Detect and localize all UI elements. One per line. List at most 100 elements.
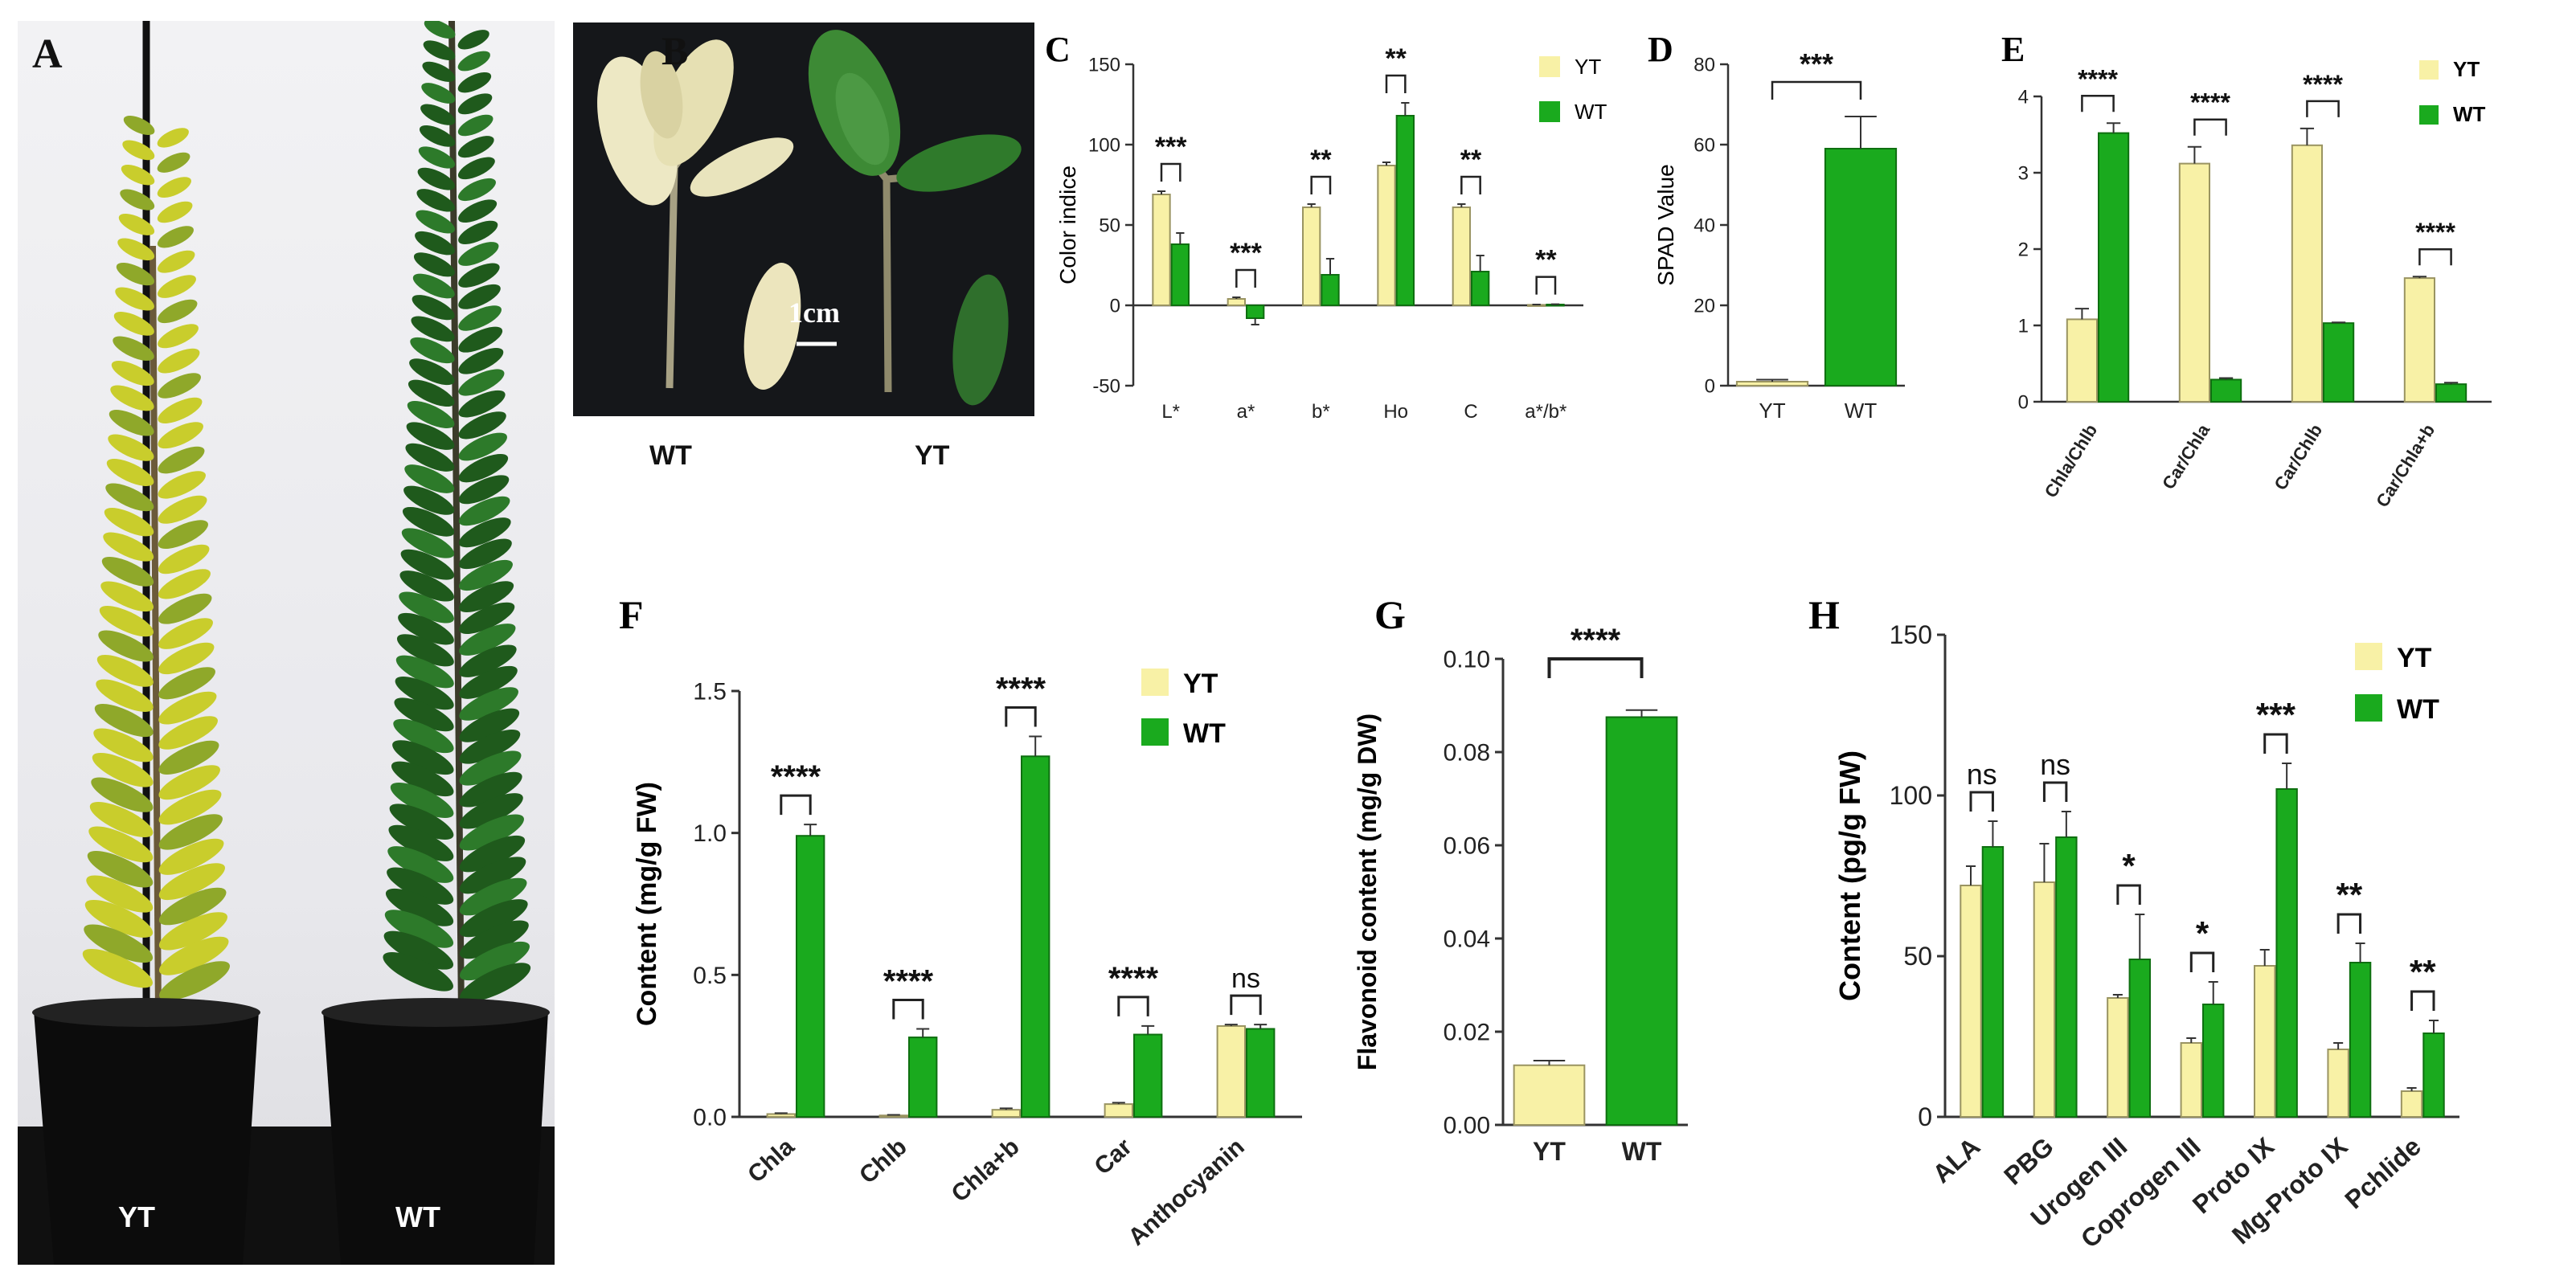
leaf: [158, 275, 196, 298]
leaf: [410, 337, 455, 364]
yt-foliage: [82, 115, 230, 1000]
wt-bar: [908, 1037, 938, 1118]
leaf: [158, 838, 224, 875]
wt-bar: [2210, 378, 2242, 403]
chart-e-pigment-ratios: E 0 1 2 3 4 **** Chla/Chlb **** Car/Chla **** Car/C…: [2001, 30, 2492, 511]
yt-bar: [1377, 165, 1396, 306]
legend-label: WT: [1575, 100, 1607, 124]
wt-bar: [1133, 1033, 1163, 1118]
leaf: [158, 667, 215, 700]
leaf: [101, 557, 154, 587]
leaf: [416, 189, 455, 212]
significance-label: ns: [2040, 749, 2070, 781]
wt-bar: [1170, 243, 1190, 306]
x-tick-label: Car/Chla: [2158, 420, 2214, 493]
leaf: [458, 496, 510, 526]
leaf: [388, 824, 454, 861]
leaf: [406, 422, 455, 450]
leaf: [158, 618, 213, 649]
leaf: [409, 358, 455, 386]
leaf: [458, 348, 504, 374]
leaf: [407, 401, 455, 428]
yt-legend-swatch: [2355, 643, 2382, 670]
leaf: [158, 324, 199, 349]
yt-legend-swatch: [1141, 669, 1169, 696]
leaf: [157, 201, 193, 223]
leaf: [458, 178, 496, 202]
leaf: [457, 93, 493, 115]
significance-label: ***: [1230, 238, 1262, 268]
leaf: [415, 231, 455, 256]
leaf: [407, 379, 455, 407]
leaf: [100, 581, 154, 612]
yt-bar: [991, 1109, 1022, 1118]
yt-bar: [2033, 881, 2056, 1118]
leaf: [416, 210, 455, 234]
leaf: [158, 765, 220, 800]
leaf: [92, 752, 154, 787]
legend-label: YT: [2453, 57, 2480, 81]
leaf: [457, 30, 489, 50]
x-tick-label: Car: [1089, 1133, 1136, 1180]
significance-label: ****: [2303, 70, 2343, 99]
wt-caption: WT: [649, 440, 692, 471]
y-axis-label: Content (mg/g FW): [632, 782, 662, 1026]
leaf: [459, 899, 528, 938]
leaf: [458, 475, 510, 505]
leaf: [402, 506, 455, 537]
y-tick-label: 150: [1890, 620, 1932, 649]
leaf: [98, 630, 154, 662]
significance-label: **: [2336, 876, 2363, 914]
yt-bar: [2291, 144, 2323, 403]
wt-loose-leaf: [952, 274, 1009, 406]
yt-bar: [2107, 997, 2129, 1118]
leaf: [389, 804, 454, 840]
significance-bracket: [1969, 791, 1994, 812]
wt-bar: [2098, 132, 2130, 403]
leaf: [403, 485, 455, 515]
leaf: [384, 910, 454, 948]
leaf: [458, 199, 498, 223]
x-tick-label: Car/Chlb: [2270, 420, 2326, 493]
leaf: [383, 952, 453, 992]
y-tick-label: 0: [1918, 1102, 1932, 1131]
legend-label: WT: [1183, 718, 1226, 749]
y-tick-label: 4: [2018, 86, 2029, 108]
significance-bracket: [2410, 990, 2435, 1011]
leaf: [400, 549, 455, 580]
wt-bar: [2323, 322, 2355, 403]
x-tick-label: a*: [1237, 401, 1255, 423]
leaf: [84, 899, 154, 938]
x-tick-label: WT: [1845, 399, 1878, 423]
significance-bracket: [2081, 95, 2115, 112]
wt-bar: [796, 835, 825, 1118]
legend-label: WT: [2397, 694, 2439, 725]
leaf: [458, 284, 501, 309]
leaf: [457, 136, 494, 158]
significance-label: ***: [2256, 696, 2296, 734]
leaf: [91, 777, 154, 812]
leaf: [417, 167, 456, 190]
y-tick-label: 0.00: [1444, 1113, 1490, 1139]
leaf: [120, 189, 155, 211]
leaf: [157, 226, 194, 248]
leaf: [157, 128, 189, 148]
leaf: [158, 593, 212, 624]
leaf: [398, 612, 454, 645]
significance-label: **: [1535, 245, 1557, 276]
leaf: [459, 581, 514, 613]
leaf: [158, 789, 222, 825]
y-tick-label: 0.06: [1444, 833, 1490, 860]
significance-label: *: [2196, 914, 2209, 952]
yt-legend-swatch: [2419, 60, 2439, 80]
leaf: [115, 287, 154, 311]
leaf: [459, 624, 516, 656]
y-tick-label: 0.02: [1444, 1020, 1490, 1046]
leaf: [459, 793, 523, 829]
y-tick-label: 50: [1099, 215, 1120, 236]
panel-letter: B: [661, 28, 689, 73]
y-tick-label: 0.5: [693, 963, 727, 989]
leaf: [391, 761, 454, 797]
x-tick-label: Ho: [1383, 401, 1408, 423]
yt-stem: [149, 245, 162, 1018]
